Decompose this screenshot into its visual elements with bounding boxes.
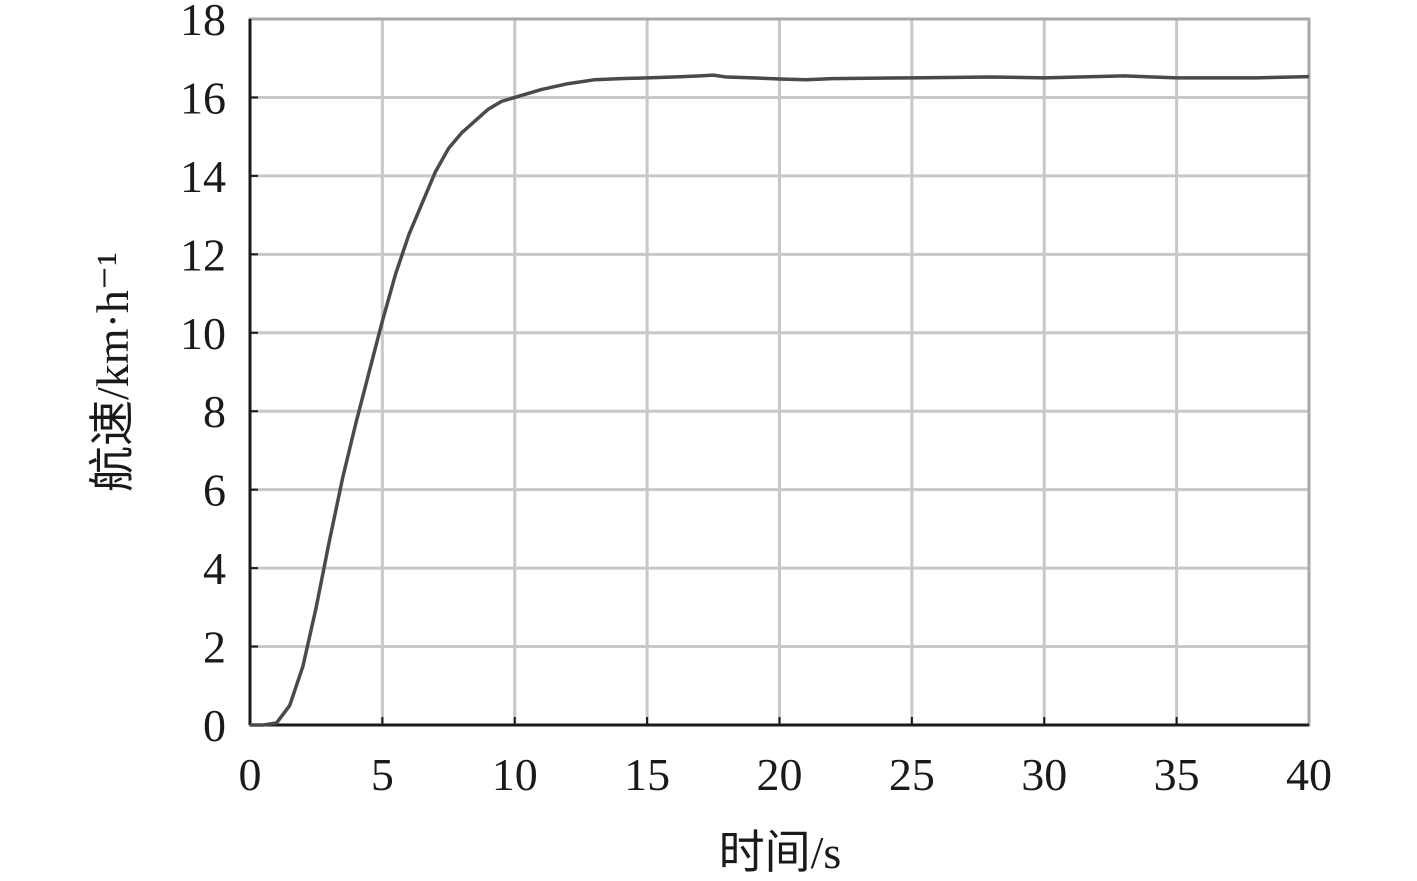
x-tick-label: 15 bbox=[624, 749, 670, 800]
y-tick-label: 10 bbox=[180, 308, 226, 359]
x-tick-label: 0 bbox=[239, 749, 262, 800]
x-tick-label: 25 bbox=[889, 749, 935, 800]
data-line bbox=[250, 73, 1310, 727]
y-tick-label: 18 bbox=[180, 0, 226, 45]
y-tick-label: 12 bbox=[180, 229, 226, 280]
x-tick-label: 35 bbox=[1154, 749, 1200, 800]
x-tick-label: 40 bbox=[1286, 749, 1332, 800]
y-tick-label: 2 bbox=[203, 622, 226, 673]
x-axis-label: 时间/s bbox=[719, 827, 842, 876]
x-tick-label: 5 bbox=[371, 749, 394, 800]
y-tick-label: 8 bbox=[203, 386, 226, 437]
x-tick-label: 30 bbox=[1021, 749, 1067, 800]
y-tick-label: 16 bbox=[180, 72, 226, 123]
y-tick-label: 0 bbox=[203, 700, 226, 751]
x-tick-label: 10 bbox=[492, 749, 538, 800]
y-tick-label: 14 bbox=[180, 151, 226, 202]
y-tick-label: 6 bbox=[203, 465, 226, 516]
y-axis-label: 航速/km·h⁻¹ bbox=[87, 252, 138, 492]
y-tick-label: 4 bbox=[203, 543, 226, 594]
x-tick-label: 20 bbox=[757, 749, 803, 800]
